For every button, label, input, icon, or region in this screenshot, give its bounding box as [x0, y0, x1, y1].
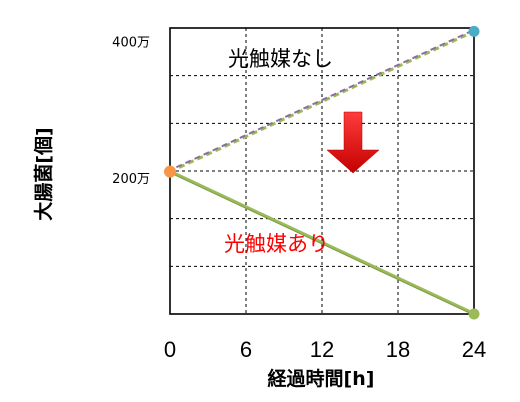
- x-tick-label: 0: [164, 337, 176, 362]
- series-line-no-photocatalyst: [169, 30, 475, 174]
- x-tick-label: 24: [462, 337, 486, 362]
- series-line-with-photocatalyst: [169, 169, 475, 315]
- x-tick-labels: 0 6 12 18 24: [164, 337, 486, 362]
- x-axis-title: 経過時間[h]: [268, 367, 375, 390]
- data-point: [468, 308, 480, 320]
- down-arrow-icon: [326, 111, 380, 174]
- series-line-no-photocatalyst-overlay: [169, 28, 475, 172]
- data-point-start: [164, 165, 176, 178]
- annotation-with-photocatalyst: 光触媒あり: [224, 232, 329, 256]
- series-layer: [164, 25, 480, 320]
- grid: [170, 28, 474, 314]
- y-tick-label: 400万: [112, 36, 150, 51]
- annotation-no-photocatalyst: 光触媒なし: [228, 47, 333, 71]
- x-tick-label: 18: [386, 337, 410, 362]
- x-tick-label: 12: [310, 337, 334, 362]
- y-tick-labels: 200万400万600万: [112, 36, 150, 187]
- y-axis-title: 大腸菌[個]: [32, 127, 55, 220]
- x-tick-label: 6: [240, 337, 252, 362]
- data-point: [468, 25, 480, 37]
- y-tick-label: 200万: [112, 172, 150, 187]
